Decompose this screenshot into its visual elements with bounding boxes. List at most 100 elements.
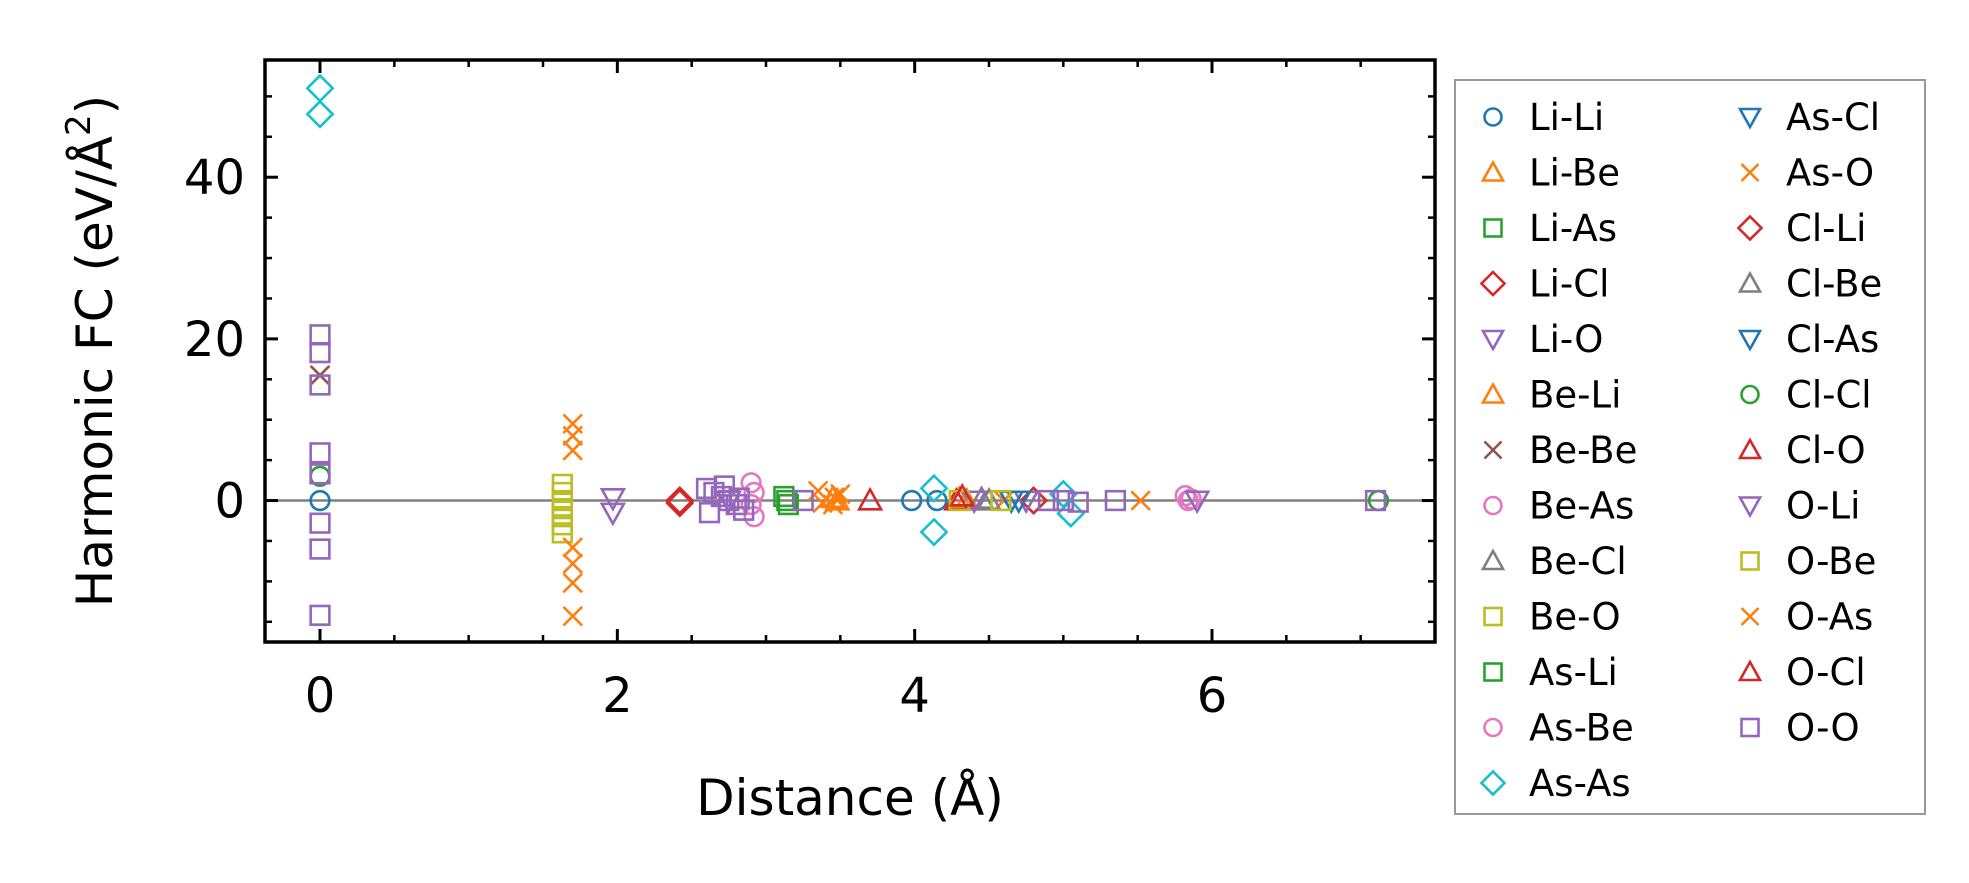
point-li-be bbox=[946, 485, 973, 510]
legend-marker-li-o bbox=[1480, 329, 1506, 352]
legend-marker-li-as bbox=[1483, 218, 1503, 238]
legend-marker-be-be bbox=[1483, 440, 1503, 460]
point-as-o bbox=[562, 537, 584, 558]
axis-ticks: 0 2 4 6 0 20 40 bbox=[184, 60, 1437, 724]
legend-marker-as-li bbox=[1483, 662, 1503, 682]
legend-label-li-li: Li-Li bbox=[1529, 96, 1604, 139]
point-as-o bbox=[562, 572, 584, 594]
legend-label-be-o: Be-O bbox=[1529, 596, 1621, 639]
legend-marker-be-o bbox=[1483, 606, 1503, 627]
legend-marker-o-cl bbox=[1737, 659, 1763, 682]
legend-label-as-as: As-As bbox=[1529, 762, 1631, 805]
x-tick-label: 0 bbox=[305, 668, 336, 724]
point-o-o bbox=[1364, 489, 1387, 512]
legend-label-be-be: Be-Be bbox=[1529, 429, 1637, 472]
legend-label-li-be: Li-Be bbox=[1529, 152, 1620, 195]
point-o-o bbox=[1052, 489, 1074, 512]
legend-marker-cl-o bbox=[1737, 437, 1763, 460]
point-as-o bbox=[562, 553, 584, 574]
legend-marker-cl-li bbox=[1736, 214, 1764, 242]
point-o-li bbox=[1183, 490, 1211, 515]
legend-marker-li-cl bbox=[1479, 270, 1507, 297]
point-as-be bbox=[1180, 488, 1202, 510]
point-o-o bbox=[309, 463, 331, 485]
point-o-be bbox=[990, 489, 1012, 512]
legend-marker-as-be bbox=[1483, 717, 1503, 738]
point-o-o bbox=[309, 538, 331, 560]
legend-marker-li-be bbox=[1480, 159, 1506, 182]
y-tick-label: 40 bbox=[184, 150, 245, 206]
legend-label-o-cl: O-Cl bbox=[1786, 651, 1866, 694]
point-as-as bbox=[919, 517, 949, 547]
legend-label-o-as: O-As bbox=[1786, 596, 1873, 639]
point-be-as bbox=[740, 472, 762, 494]
x-tick-label: 4 bbox=[899, 668, 930, 724]
point-o-o bbox=[1104, 489, 1127, 512]
legend-label-o-be: O-Be bbox=[1786, 540, 1876, 583]
x-axis-label: Distance (Å) bbox=[696, 769, 1004, 827]
point-o-o bbox=[309, 442, 331, 464]
point-as-o bbox=[830, 483, 851, 505]
legend-label-li-as: Li-As bbox=[1529, 207, 1617, 250]
legend-label-cl-cl: Cl-Cl bbox=[1786, 374, 1872, 417]
legend-label-be-as: Be-As bbox=[1529, 485, 1634, 528]
plot-frame bbox=[263, 58, 1437, 644]
legend-box bbox=[1454, 79, 1926, 815]
legend-label-cl-o: Cl-O bbox=[1786, 429, 1866, 472]
point-li-li bbox=[926, 489, 948, 512]
point-o-as bbox=[824, 487, 845, 508]
legend-label-be-cl: Be-Cl bbox=[1529, 540, 1627, 583]
legend: Li-Li Li-Be Li-As Li-Cl Li-O Be-Li Be-Be Be-As B… bbox=[1479, 96, 1882, 805]
point-o-o bbox=[309, 374, 331, 396]
point-o-o bbox=[1037, 489, 1060, 512]
x-tick-label: 2 bbox=[602, 668, 633, 724]
point-o-cl bbox=[949, 482, 976, 507]
point-o-o bbox=[698, 502, 721, 524]
point-o-o bbox=[713, 475, 736, 497]
legend-marker-as-o bbox=[1740, 163, 1760, 182]
legend-label-as-be: As-Be bbox=[1529, 707, 1634, 750]
point-o-o bbox=[725, 493, 747, 516]
point-cl-be bbox=[975, 486, 1003, 511]
legend-marker-o-as bbox=[1740, 607, 1760, 626]
legend-label-o-li: O-Li bbox=[1786, 485, 1860, 528]
point-cl-o bbox=[856, 486, 884, 511]
point-as-o bbox=[562, 425, 584, 447]
data-points bbox=[305, 73, 1390, 627]
point-as-o bbox=[562, 440, 584, 461]
point-o-o bbox=[1067, 491, 1089, 513]
legend-marker-as-as bbox=[1479, 769, 1507, 797]
legend-marker-cl-cl bbox=[1740, 384, 1760, 405]
point-o-as bbox=[812, 492, 833, 514]
legend-marker-o-li bbox=[1737, 496, 1763, 519]
point-o-o bbox=[309, 341, 331, 364]
point-be-o bbox=[551, 522, 573, 544]
y-tick-label: 0 bbox=[214, 474, 245, 530]
point-o-o bbox=[728, 487, 750, 509]
point-li-cl bbox=[665, 486, 695, 516]
point-be-as bbox=[740, 493, 762, 516]
legend-label-be-li: Be-Li bbox=[1529, 374, 1621, 417]
legend-marker-o-be bbox=[1740, 551, 1760, 571]
legend-label-li-o: Li-O bbox=[1529, 318, 1603, 361]
y-tick-label: 20 bbox=[184, 312, 245, 368]
point-li-cl bbox=[1019, 486, 1049, 516]
point-li-o bbox=[599, 488, 627, 512]
point-o-o bbox=[792, 489, 814, 512]
legend-marker-o-o bbox=[1740, 717, 1760, 738]
plot-area bbox=[265, 60, 1435, 642]
legend-label-cl-as: Cl-As bbox=[1786, 318, 1879, 361]
point-li-o bbox=[599, 502, 627, 527]
point-as-o bbox=[562, 605, 584, 627]
legend-label-as-li: As-Li bbox=[1529, 651, 1618, 694]
legend-label-cl-be: Cl-Be bbox=[1786, 263, 1882, 306]
point-as-as bbox=[305, 99, 335, 129]
point-as-as bbox=[919, 473, 949, 503]
legend-marker-li-li bbox=[1483, 107, 1503, 127]
legend-label-as-cl: As-Cl bbox=[1786, 96, 1880, 139]
point-li-li bbox=[309, 489, 331, 512]
legend-label-o-o: O-O bbox=[1786, 707, 1860, 750]
legend-marker-cl-be bbox=[1737, 270, 1763, 293]
point-cl-li bbox=[665, 488, 695, 518]
